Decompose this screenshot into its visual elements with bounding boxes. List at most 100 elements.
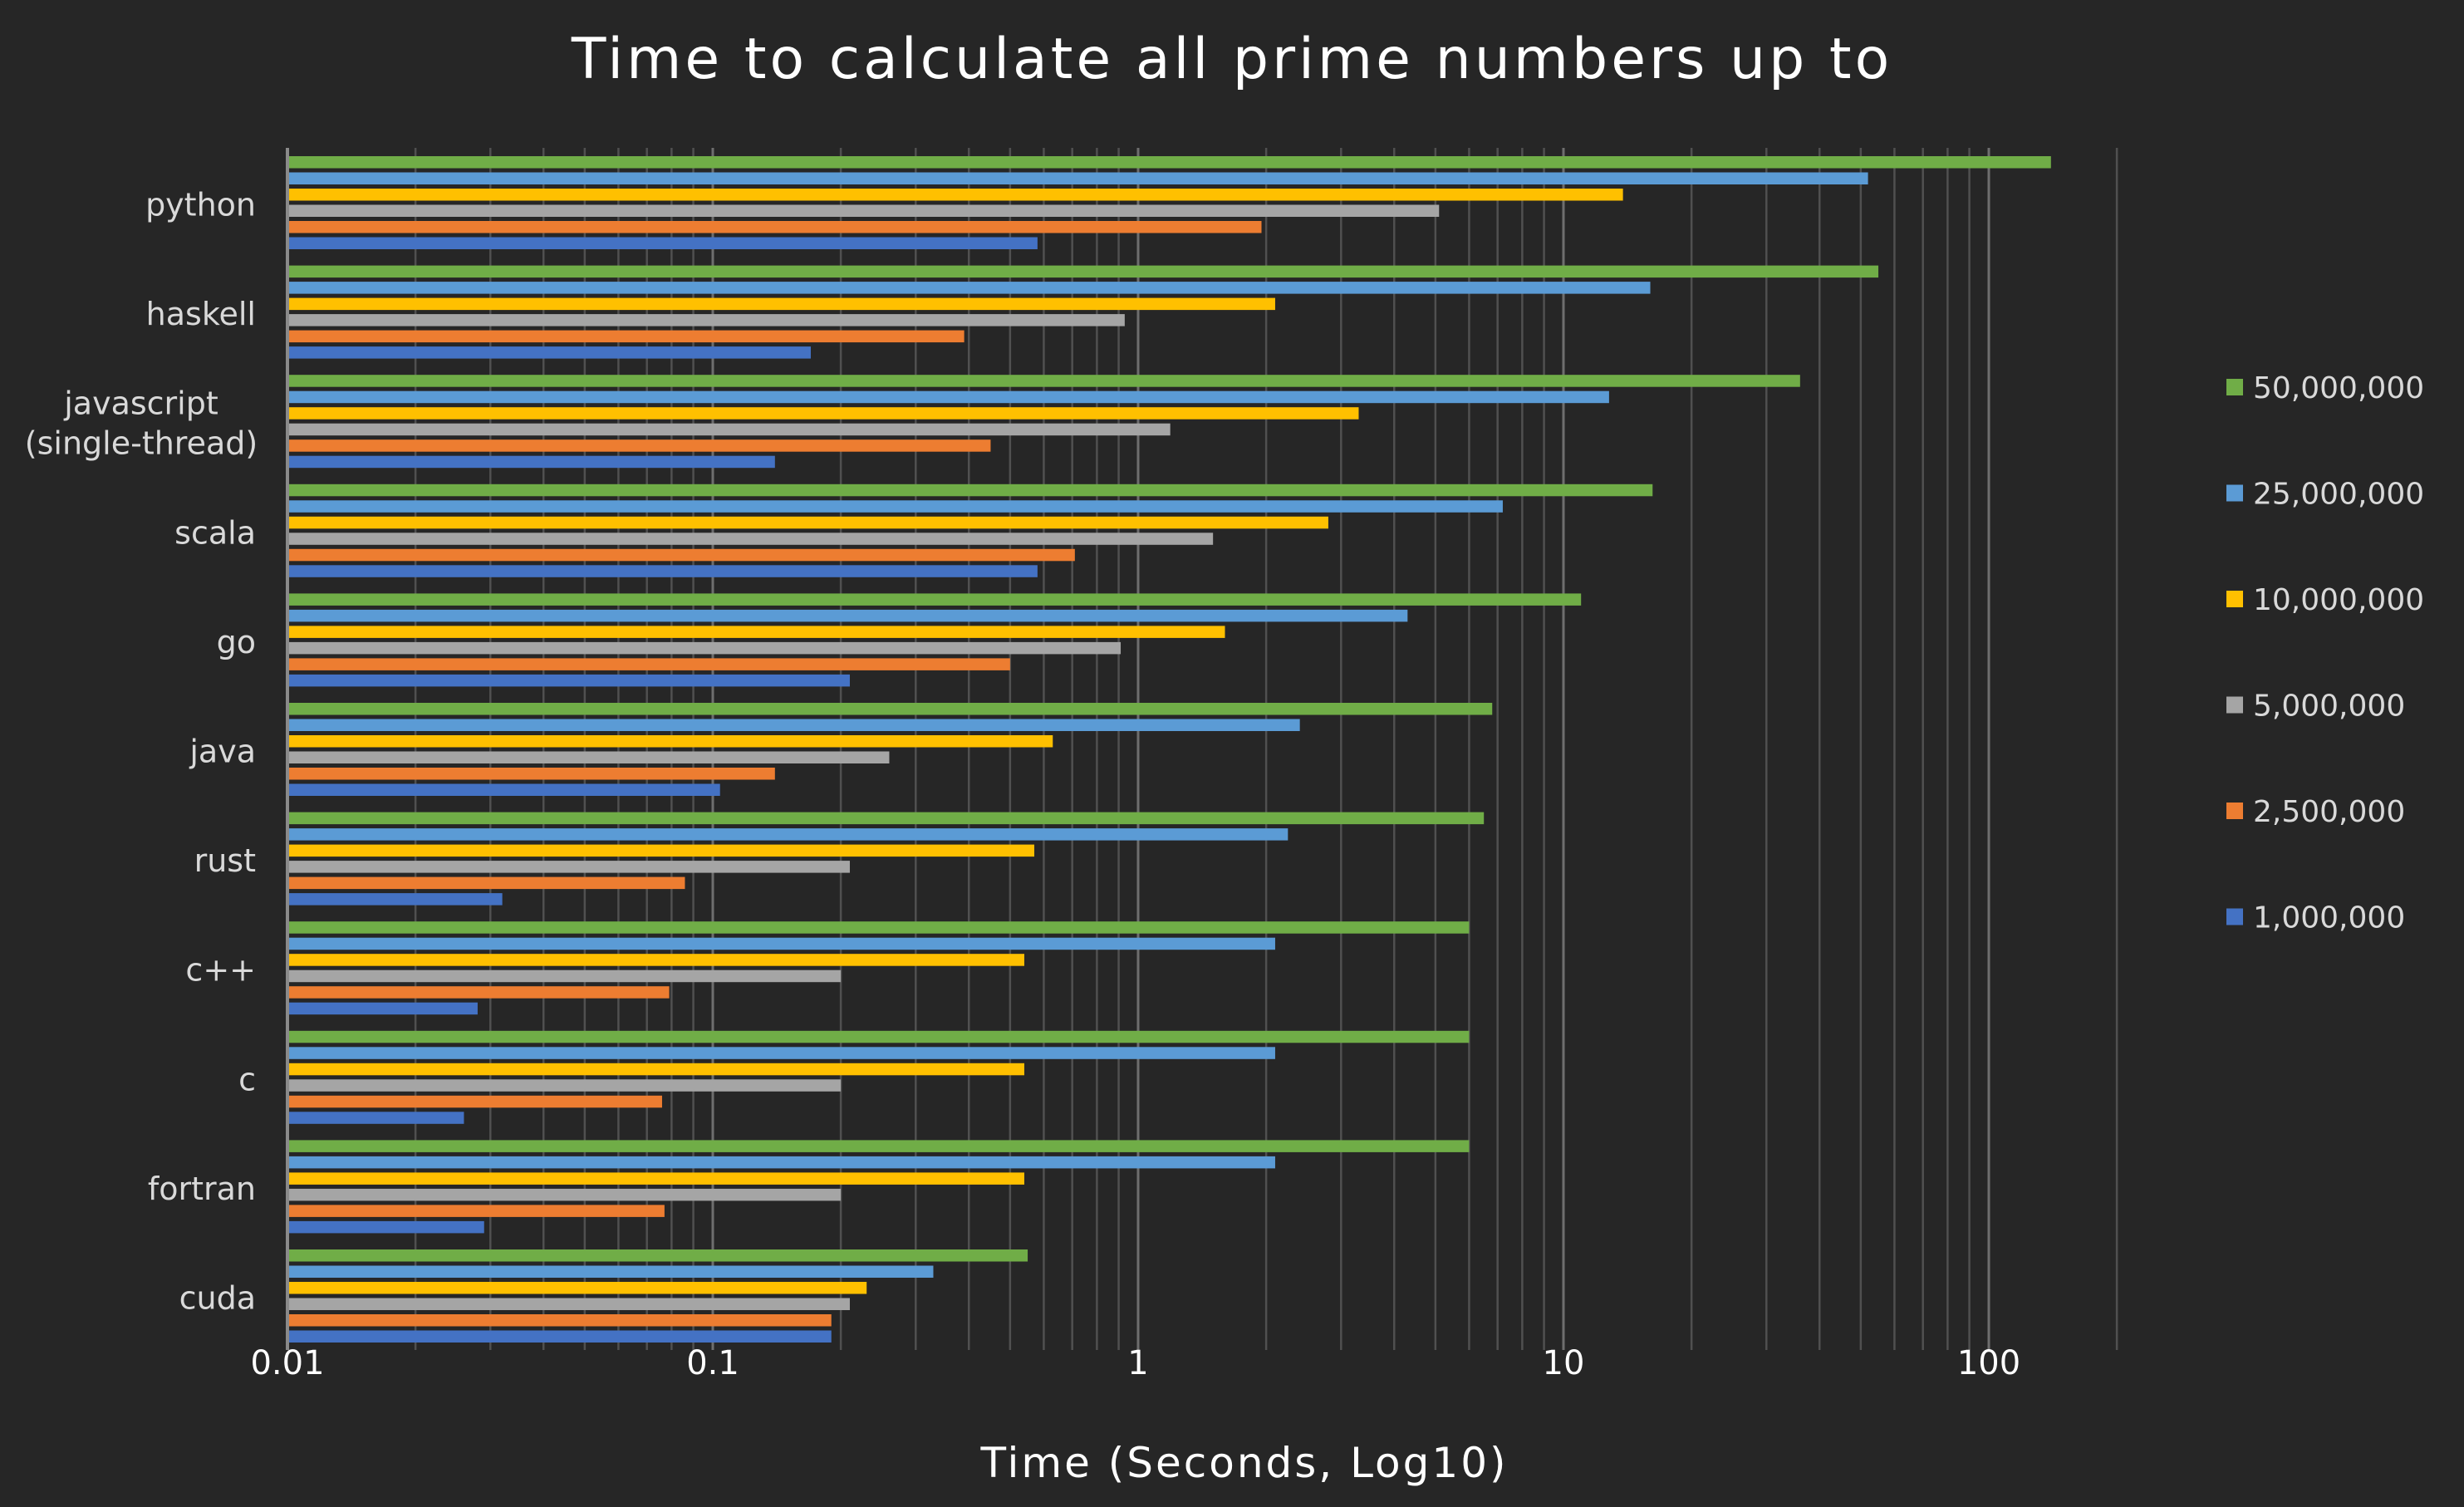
bar — [287, 423, 1171, 436]
bar — [287, 439, 991, 452]
bar — [287, 565, 1038, 577]
bar — [287, 156, 2051, 169]
category-label: javascript — [63, 385, 218, 422]
bar — [287, 751, 890, 763]
bar — [287, 346, 811, 359]
category-label: scala — [174, 514, 256, 551]
bar — [287, 1205, 665, 1217]
bar — [287, 500, 1503, 513]
bar — [287, 297, 1275, 311]
bar — [287, 516, 1328, 529]
bar — [287, 703, 1493, 715]
legend-swatch — [2226, 696, 2243, 714]
bar — [287, 1249, 1028, 1262]
category-label: c++ — [185, 952, 256, 989]
bar — [287, 641, 1122, 655]
bar — [287, 1047, 1275, 1059]
bar — [287, 844, 1035, 857]
bar — [287, 719, 1300, 731]
bar — [287, 658, 1010, 670]
bar — [287, 221, 1262, 233]
bar — [287, 282, 1651, 294]
bar — [287, 265, 1879, 278]
category-label: c — [238, 1061, 256, 1097]
bar — [287, 314, 1125, 326]
bar — [287, 921, 1470, 934]
bar — [287, 330, 964, 343]
bar — [287, 189, 1623, 201]
x-axis-title: Time (Seconds, Log10) — [979, 1439, 1508, 1487]
bar — [287, 1002, 478, 1015]
bar — [287, 172, 1868, 184]
chart-title: Time to calculate all prime numbers up t… — [571, 27, 1893, 92]
x-tick-label: 100 — [1957, 1344, 2020, 1382]
bar — [287, 1188, 842, 1201]
legend: 50,000,000 25,000,000 10,000,000 5,000,000 2… — [2226, 371, 2424, 935]
x-tick-label: 1 — [1127, 1344, 1148, 1382]
bar — [287, 1298, 850, 1310]
bar — [287, 1140, 1470, 1152]
legend-swatch — [2226, 908, 2243, 925]
bar — [287, 812, 1485, 825]
bar — [287, 937, 1275, 950]
bar — [287, 876, 685, 890]
bar — [287, 768, 775, 780]
category-label: java — [189, 734, 256, 770]
legend-label: 10,000,000 — [2253, 583, 2424, 617]
bar — [287, 390, 1609, 404]
bar — [287, 1030, 1470, 1043]
bar — [287, 1112, 464, 1124]
bar — [287, 1314, 832, 1327]
legend-label: 2,500,000 — [2253, 795, 2405, 829]
bar — [287, 861, 850, 873]
legend-swatch — [2226, 803, 2243, 819]
bar — [287, 1156, 1275, 1169]
legend-label: 5,000,000 — [2253, 690, 2405, 724]
bar — [287, 674, 850, 687]
bar — [287, 609, 1408, 622]
axes: 0.01 0.1 1 10 100 — [250, 148, 2020, 1382]
bar — [287, 783, 720, 796]
category-label: haskell — [146, 296, 256, 332]
category-label: fortran — [148, 1171, 256, 1207]
legend-label: 25,000,000 — [2253, 478, 2424, 512]
category-label: cuda — [179, 1280, 256, 1317]
bar — [287, 375, 1800, 387]
bar — [287, 204, 1440, 217]
bar — [287, 533, 1214, 545]
category-label: (single-thread) — [25, 425, 258, 462]
category-labels: python haskell javascript(single-thread) sc… — [25, 187, 258, 1317]
bar — [287, 1172, 1024, 1185]
bar — [287, 893, 503, 906]
bar — [287, 455, 775, 469]
bar — [287, 548, 1075, 562]
bar — [287, 1220, 484, 1234]
bar — [287, 969, 842, 983]
category-label: go — [217, 624, 256, 660]
x-tick-label: 0.01 — [250, 1344, 324, 1382]
bars — [287, 156, 2051, 1343]
bar — [287, 484, 1653, 497]
legend-swatch — [2226, 379, 2243, 395]
bar — [287, 735, 1053, 748]
bar — [287, 828, 1288, 841]
bar — [287, 1095, 662, 1108]
category-label: rust — [194, 842, 256, 879]
category-label: python — [145, 187, 256, 223]
bar — [287, 954, 1024, 966]
bar — [287, 237, 1038, 249]
bar — [287, 1282, 867, 1294]
x-tick-label: 0.1 — [686, 1344, 739, 1382]
bar — [287, 593, 1582, 606]
gridlines — [286, 148, 2118, 1350]
legend-swatch — [2226, 591, 2243, 607]
bar — [287, 407, 1359, 420]
bar — [287, 1265, 934, 1278]
legend-swatch — [2226, 484, 2243, 502]
bar — [287, 1079, 842, 1092]
legend-label: 50,000,000 — [2253, 371, 2424, 405]
bar — [287, 1063, 1024, 1076]
x-tick-label: 10 — [1543, 1344, 1585, 1382]
legend-label: 1,000,000 — [2253, 901, 2405, 935]
